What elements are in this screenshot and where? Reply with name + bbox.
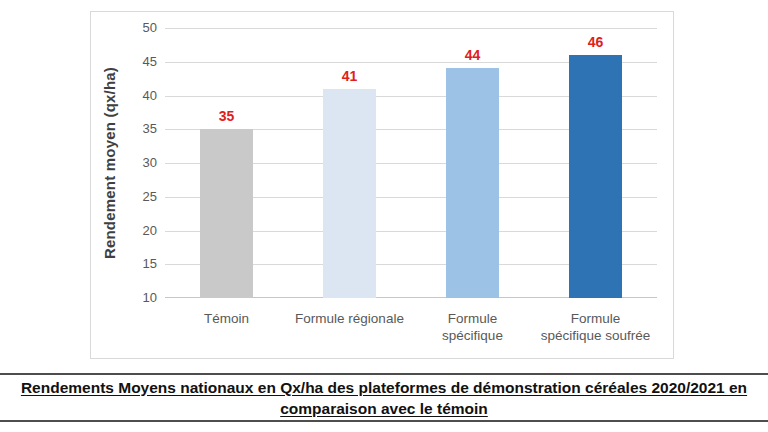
y-tick-label-40: 40	[119, 88, 157, 103]
plot-area: 35 414446	[165, 28, 657, 298]
bar-chart: Rendement moyen (qx/ha) 10 15 20 25 30 35 40 45…	[90, 11, 674, 359]
y-tick-label-10: 10	[119, 290, 157, 305]
y-tick-label-50: 50	[119, 20, 157, 35]
y-tick-label-20: 20	[119, 223, 157, 238]
bar-3	[569, 55, 622, 298]
category-label-0: Témoin	[165, 310, 288, 327]
category-label-1: Formule régionale	[288, 310, 411, 327]
y-tick-label-15: 15	[119, 256, 157, 271]
y-tick-label-30: 30	[119, 155, 157, 170]
category-label-3: Formule spécifique soufrée	[534, 310, 657, 344]
bar-value-label-3: 46	[534, 34, 657, 50]
y-axis-title: Rendement moyen (qx/ha)	[101, 13, 121, 313]
bar-1	[323, 89, 376, 298]
bar-value-label-2: 44	[411, 47, 534, 63]
category-label-2: Formule spécifique	[411, 310, 534, 344]
figure-caption-text: Rendements Moyens nationaux en Qx/ha des…	[14, 377, 754, 419]
bar-value-label-1: 41	[288, 68, 411, 84]
y-axis-tick-labels: 101520253035404550	[119, 28, 157, 298]
y-tick-label-25: 25	[119, 189, 157, 204]
y-tick-label-45: 45	[119, 54, 157, 69]
figure-caption-box: Rendements Moyens nationaux en Qx/ha des…	[0, 373, 768, 422]
bar-2	[446, 68, 499, 298]
bar-0	[200, 129, 253, 298]
y-tick-label-35: 35	[119, 121, 157, 136]
bar-value-label-0: 35	[165, 108, 288, 124]
gridline-y-50	[165, 28, 657, 29]
